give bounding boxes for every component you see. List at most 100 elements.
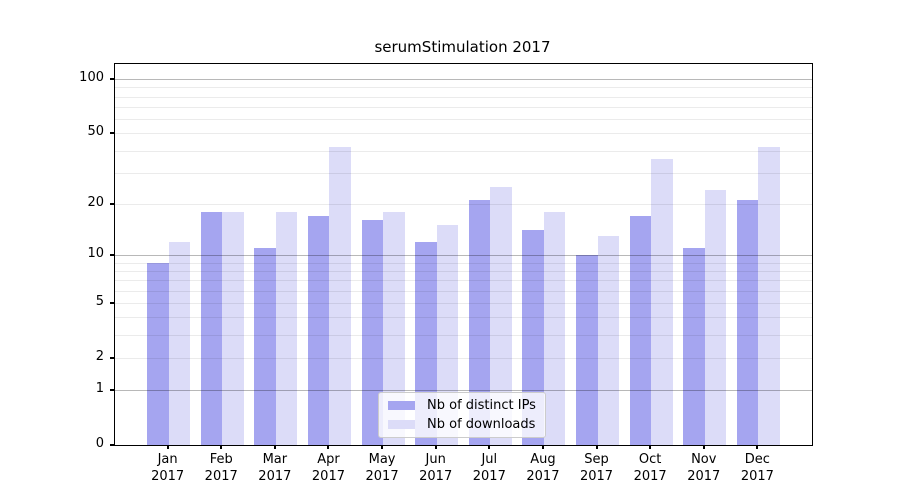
x-tick-label-sep: Sep 2017 [565, 451, 629, 485]
distinct-ips-swatch [388, 401, 415, 410]
y-tick-label-0: 0 [95, 436, 104, 451]
x-tick-label-feb: Feb 2017 [189, 451, 253, 485]
gridline-90 [115, 87, 812, 89]
x-tick-year: 2017 [311, 469, 345, 484]
gridline-2 [115, 357, 812, 359]
bar-sep-distinct-ips [576, 254, 598, 445]
x-tick-oct [649, 445, 652, 449]
bar-jan-distinct-ips [147, 262, 169, 445]
gridline-100 [115, 79, 812, 81]
y-tick-20 [110, 202, 114, 205]
chart-title: serumStimulation 2017 [374, 38, 551, 56]
gridline-40 [115, 150, 812, 152]
gridline-7 [115, 280, 812, 282]
x-tick-sep [595, 445, 598, 449]
x-tick-aug [541, 445, 544, 449]
bar-oct-distinct-ips [629, 215, 652, 445]
bar-feb-distinct-ips [200, 211, 223, 445]
bar-nov-downloads [704, 189, 727, 445]
gridline-6 [115, 290, 812, 292]
legend: Nb of distinct IPs Nb of downloads [378, 392, 546, 438]
x-tick-mar [273, 445, 276, 449]
y-tick-label-1: 1 [95, 381, 104, 397]
x-tick-label-dec: Dec 2017 [725, 451, 789, 485]
downloads-swatch [388, 420, 415, 429]
y-tick-label-50: 50 [87, 124, 104, 140]
bar-aug-downloads [543, 211, 566, 445]
gridline-9 [115, 262, 812, 264]
bar-nov-distinct-ips [683, 248, 705, 445]
x-tick-label-nov: Nov 2017 [672, 451, 736, 485]
y-tick-2 [110, 356, 114, 359]
bar-aug-distinct-ips [522, 230, 544, 445]
bar-mar-distinct-ips [254, 248, 276, 445]
y-tick-1 [110, 389, 114, 392]
bar-oct-downloads [651, 158, 673, 445]
x-tick-label-may: May 2017 [350, 451, 414, 485]
x-tick-year: 2017 [258, 469, 292, 484]
x-tick-year: 2017 [633, 469, 667, 484]
legend-row-distinct-ips: Nb of distinct IPs [388, 398, 545, 413]
gridline-30 [115, 172, 812, 174]
x-tick-year: 2017 [204, 469, 238, 484]
bar-jun-downloads [436, 225, 459, 445]
gridline-70 [115, 107, 812, 109]
x-tick-year: 2017 [419, 469, 453, 484]
bar-dec-distinct-ips [736, 200, 759, 445]
x-tick-year: 2017 [740, 469, 774, 484]
gridline-60 [115, 119, 812, 121]
bar-feb-downloads [222, 211, 244, 445]
y-tick-label-10: 10 [87, 245, 104, 261]
y-tick-0 [110, 444, 114, 446]
x-tick-dec [756, 445, 759, 449]
x-tick-label-oct: Oct 2017 [618, 451, 682, 485]
x-tick-jan [166, 445, 169, 449]
x-tick-nov [702, 445, 705, 449]
y-tick-100 [110, 78, 114, 81]
bar-may-downloads [383, 211, 405, 445]
gridline-10 [115, 254, 812, 256]
x-tick-label-jun: Jun 2017 [404, 451, 468, 485]
gridline-20 [115, 203, 812, 205]
bar-apr-downloads [329, 146, 351, 445]
bar-apr-distinct-ips [307, 215, 330, 445]
bar-sep-downloads [597, 235, 620, 445]
x-tick-year: 2017 [687, 469, 721, 484]
x-tick-label-apr: Apr 2017 [296, 451, 360, 485]
bar-jul-distinct-ips [468, 200, 491, 445]
y-tick-label-100: 100 [79, 70, 104, 86]
gridline-4 [115, 317, 812, 319]
y-tick-label-5: 5 [95, 293, 104, 309]
x-tick-may [381, 445, 384, 449]
y-tick-label-2: 2 [95, 348, 104, 364]
gridline-8 [115, 270, 812, 272]
x-tick-year: 2017 [151, 469, 185, 484]
x-tick-jul [488, 445, 491, 449]
x-tick-label-mar: Mar 2017 [243, 451, 307, 485]
bar-jan-downloads [168, 241, 191, 445]
bar-mar-downloads [275, 211, 298, 445]
x-tick-jun [434, 445, 437, 449]
gridline-3 [115, 335, 812, 337]
y-tick-5 [110, 301, 114, 304]
legend-row-downloads: Nb of downloads [388, 417, 545, 432]
x-tick-year: 2017 [526, 469, 560, 484]
gridline-1 [115, 390, 812, 392]
x-tick-apr [327, 445, 330, 449]
gridline-50 [115, 133, 812, 135]
plot-area [114, 63, 813, 446]
y-tick-10 [110, 253, 114, 256]
x-tick-label-aug: Aug 2017 [511, 451, 575, 485]
legend-label-distinct-ips: Nb of distinct IPs [427, 398, 536, 413]
gridline-5 [115, 302, 812, 304]
x-tick-label-jul: Jul 2017 [457, 451, 521, 485]
y-tick-50 [110, 132, 114, 135]
bar-jul-downloads [490, 186, 512, 445]
bar-may-distinct-ips [361, 220, 384, 445]
x-tick-feb [220, 445, 223, 449]
x-tick-label-jan: Jan 2017 [136, 451, 200, 485]
x-tick-year: 2017 [365, 469, 399, 484]
gridline-80 [115, 96, 812, 98]
x-tick-year: 2017 [579, 469, 614, 484]
